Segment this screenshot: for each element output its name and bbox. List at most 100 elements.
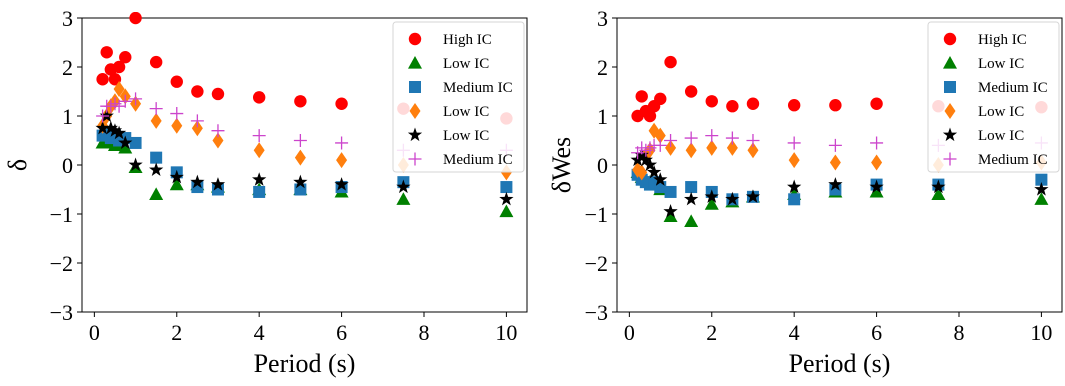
data-point — [149, 162, 164, 176]
x-tick-label: 10 — [1030, 320, 1052, 345]
data-point — [169, 169, 184, 184]
data-point — [100, 46, 113, 59]
data-point — [112, 60, 126, 74]
legend-marker — [409, 103, 421, 119]
data-point — [788, 193, 801, 206]
data-point — [1034, 192, 1049, 205]
data-point — [725, 131, 739, 145]
legend-label: High IC — [978, 32, 1027, 48]
legend-label: Medium IC — [978, 152, 1048, 168]
data-point — [336, 152, 348, 169]
data-point — [149, 102, 163, 116]
legend-label: Low IC — [978, 104, 1024, 120]
data-point — [706, 139, 718, 156]
data-point — [191, 120, 203, 137]
data-point — [1034, 182, 1049, 196]
data-point — [334, 177, 349, 191]
data-point — [869, 184, 884, 198]
data-point — [1035, 173, 1048, 186]
series-4 — [632, 122, 1047, 181]
data-point — [704, 197, 719, 210]
data-point — [705, 95, 718, 108]
data-point — [170, 107, 184, 121]
legend-label: Low IC — [978, 56, 1024, 72]
data-point — [129, 136, 142, 149]
legend-label: High IC — [443, 32, 492, 48]
y-tick-label: 1 — [597, 104, 608, 129]
data-point — [654, 127, 666, 144]
y-axis-label: δ — [3, 159, 32, 171]
data-point — [931, 179, 946, 194]
data-point — [788, 152, 800, 169]
data-point — [745, 189, 761, 203]
legend-marker — [408, 56, 422, 69]
data-point — [654, 92, 667, 106]
data-point — [726, 139, 738, 156]
data-point — [931, 187, 946, 200]
data-point — [396, 179, 411, 194]
legend-marker — [943, 152, 957, 166]
data-point — [636, 164, 648, 181]
data-point — [211, 124, 225, 138]
series-5 — [630, 147, 1049, 218]
data-point — [685, 142, 697, 159]
data-point — [118, 94, 132, 108]
data-point — [103, 120, 118, 135]
data-point — [129, 92, 143, 106]
data-point — [635, 90, 648, 103]
y-tick-label: 1 — [62, 104, 73, 129]
data-point — [211, 87, 225, 101]
data-point — [108, 73, 122, 86]
data-point — [630, 152, 645, 167]
data-point — [95, 120, 110, 135]
data-point — [149, 55, 163, 69]
x-tick-label: 0 — [89, 320, 100, 345]
data-point — [170, 75, 183, 88]
data-point — [150, 151, 163, 164]
legend-label: Medium IC — [978, 80, 1048, 96]
data-point — [870, 97, 883, 110]
data-point — [871, 154, 883, 171]
data-point — [335, 97, 348, 110]
data-point — [171, 117, 183, 134]
data-point — [684, 214, 699, 227]
y-tick-label: −1 — [50, 202, 73, 227]
data-point — [149, 187, 164, 200]
data-point — [119, 51, 132, 64]
data-point — [293, 174, 308, 189]
data-point — [787, 99, 801, 112]
data-point — [396, 192, 411, 205]
data-point — [212, 132, 224, 149]
x-tick-label: 8 — [418, 320, 429, 345]
data-point — [663, 204, 678, 218]
x-tick-label: 6 — [336, 320, 347, 345]
data-point — [191, 85, 204, 98]
x-tick-label: 6 — [871, 320, 882, 345]
y-axis-label: δWes — [547, 137, 576, 193]
data-point — [704, 189, 719, 203]
data-point — [684, 85, 698, 98]
data-point — [111, 125, 127, 140]
legend-label: Low IC — [443, 56, 489, 72]
data-point — [870, 136, 884, 150]
data-point — [129, 12, 142, 25]
legend-box — [927, 21, 1060, 173]
legend-marker — [943, 32, 957, 46]
data-point — [293, 134, 307, 147]
data-point — [252, 129, 266, 143]
data-point — [634, 147, 649, 162]
series-1 — [631, 55, 1048, 123]
data-point — [118, 140, 133, 154]
data-point — [252, 91, 266, 104]
legend-marker — [943, 56, 957, 69]
x-tick-label: 4 — [254, 320, 265, 345]
x-axis-label: Period (s) — [789, 349, 891, 378]
y-tick-label: −2 — [585, 251, 608, 276]
data-point — [869, 179, 884, 194]
data-point — [499, 204, 514, 218]
data-point — [643, 109, 657, 123]
y-tick-label: 3 — [62, 6, 73, 31]
y-tick-label: −3 — [50, 300, 73, 325]
